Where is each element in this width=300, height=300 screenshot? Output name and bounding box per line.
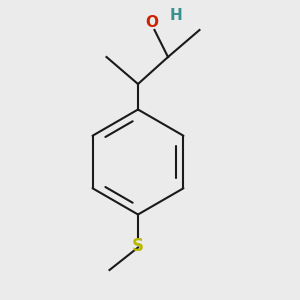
Text: S: S xyxy=(132,237,144,255)
Text: H: H xyxy=(170,8,182,23)
Text: O: O xyxy=(146,15,159,30)
